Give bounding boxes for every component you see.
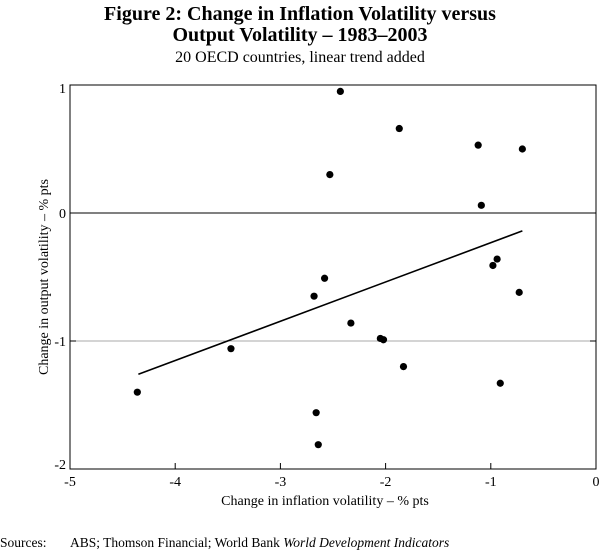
y-tick-label: -2 [54,458,66,473]
sources-text: ABS; Thomson Financial; World Bank [70,535,284,550]
scatter-point [489,261,497,270]
sources-note: Sources: ABS; Thomson Financial; World Ba… [0,535,449,551]
scatter-point [477,201,485,209]
scatter-point [314,441,322,449]
chart-title-line2: Output Volatility – 1983–2003 [172,24,428,46]
sources-label: Sources: [0,535,47,550]
chart-title-line1: Figure 2: Change in Inflation Volatility… [104,3,496,25]
x-tick-label: -4 [169,475,181,490]
scatter-point [133,388,141,396]
scatter-point [379,336,388,344]
data-points [133,87,526,449]
x-tick-label: -1 [485,475,497,490]
scatter-point [310,292,318,300]
axis-ticks [69,84,597,470]
scatter-point [518,145,526,153]
scatter-point [399,363,408,371]
scatter-point [493,255,501,263]
y-tick-labels: 1 0 -1 -2 [54,82,66,473]
trend-line [138,230,523,376]
x-tick-label: -5 [64,475,76,490]
scatter-point [336,87,344,95]
x-tick-label: 0 [593,475,600,490]
x-tick-label: -2 [380,475,392,490]
scatter-point [395,124,403,133]
sources-italic-text: World Development Indicators [283,535,450,550]
scatter-chart: -5 -4 -3 -2 -1 0 1 0 -1 -2 Change in inflation v… [37,82,600,509]
y-tick-label: 0 [59,207,66,222]
scatter-point [312,409,320,417]
scatter-point [326,171,334,179]
scatter-point [347,319,355,327]
scatter-point [496,379,504,387]
x-axis-label: Change in inflation volatility – % pts [221,494,429,509]
plot-frame [69,84,597,470]
x-tick-labels: -5 -4 -3 -2 -1 0 [64,475,599,490]
y-tick-label: -1 [54,335,66,350]
chart-subtitle: 20 OECD countries, linear trend added [175,49,425,66]
y-axis-label: Change in output volatility – % pts [37,179,52,375]
scatter-point [474,141,482,149]
scatter-point [515,288,523,296]
x-tick-label: -3 [275,475,287,490]
scatter-point [320,274,329,282]
y-tick-label: 1 [59,82,66,97]
scatter-point [227,345,235,353]
